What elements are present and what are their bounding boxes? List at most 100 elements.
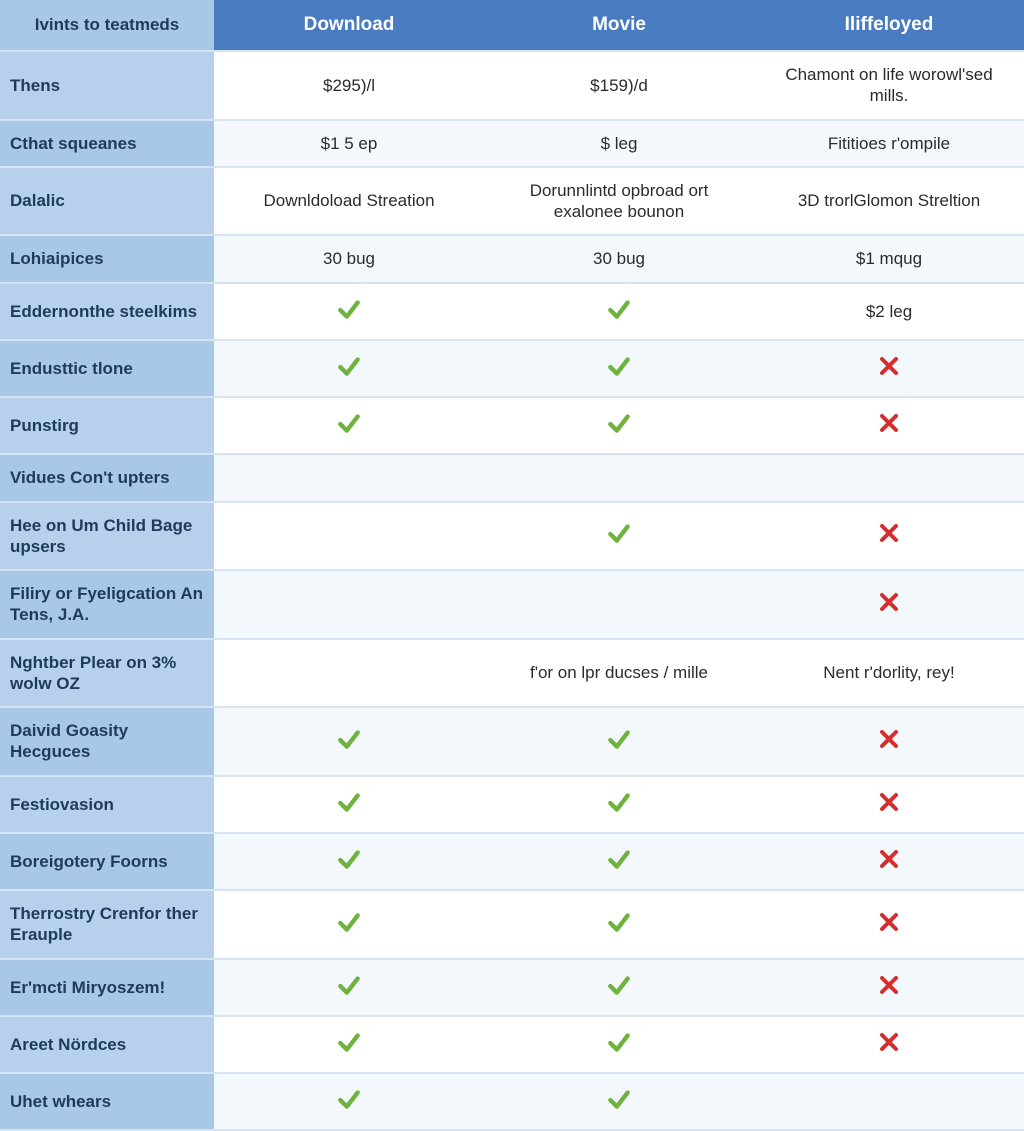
check-icon xyxy=(606,410,632,436)
comparison-table: Ivints to teatmedsDownloadMovieIliffeloy… xyxy=(0,0,1024,1131)
feature-label: Eddernonthe steelkims xyxy=(0,284,214,341)
cell-life xyxy=(754,341,1024,398)
cross-icon xyxy=(876,910,902,936)
cell-movie xyxy=(484,284,754,341)
table-row: Festiovasion xyxy=(0,777,1024,834)
table-row: Daivid Goasity Hecguces xyxy=(0,708,1024,777)
table-row: Therrostry Crenfor ther Erauple xyxy=(0,891,1024,960)
cell-movie xyxy=(484,777,754,834)
feature-label: Festiovasion xyxy=(0,777,214,834)
table-row: Endusttic tlone xyxy=(0,341,1024,398)
feature-label: Hee on Um Child Bage upsers xyxy=(0,503,214,572)
check-icon xyxy=(336,353,362,379)
table-row: DalalicDownldoload StreationDorunnlintd … xyxy=(0,168,1024,237)
cell-download xyxy=(214,1017,484,1074)
cell-movie xyxy=(484,834,754,891)
table-body: Thens$295)/l$159)/dChamont on life worow… xyxy=(0,52,1024,1131)
cell-download xyxy=(214,777,484,834)
header-plan-download: Download xyxy=(214,0,484,52)
cell-movie: 30 bug xyxy=(484,236,754,283)
cell-movie xyxy=(484,455,754,502)
check-icon xyxy=(606,353,632,379)
cell-movie xyxy=(484,891,754,960)
cell-life xyxy=(754,708,1024,777)
header-plan-movie: Movie xyxy=(484,0,754,52)
cell-life xyxy=(754,960,1024,1017)
cell-movie: $ leg xyxy=(484,121,754,168)
cell-download: $1 5 ep xyxy=(214,121,484,168)
check-icon xyxy=(336,1029,362,1055)
cell-life xyxy=(754,503,1024,572)
check-icon xyxy=(606,846,632,872)
table-row: Thens$295)/l$159)/dChamont on life worow… xyxy=(0,52,1024,121)
cell-movie: Dorunnlintd opbroad ort exalonee bounon xyxy=(484,168,754,237)
cell-download xyxy=(214,284,484,341)
cell-download xyxy=(214,891,484,960)
cell-life: 3D trorlGlomon Streltion xyxy=(754,168,1024,237)
feature-label: Dalalic xyxy=(0,168,214,237)
cell-download xyxy=(214,398,484,455)
feature-label: Areet Nördces xyxy=(0,1017,214,1074)
cell-download xyxy=(214,960,484,1017)
cell-download xyxy=(214,640,484,709)
cell-download xyxy=(214,834,484,891)
table-row: Vidues Con't upters xyxy=(0,455,1024,502)
cell-life xyxy=(754,455,1024,502)
cell-download xyxy=(214,503,484,572)
check-icon xyxy=(606,1086,632,1112)
header-plan-life: Iliffeloyed xyxy=(754,0,1024,52)
check-icon xyxy=(606,296,632,322)
cell-life xyxy=(754,398,1024,455)
feature-label: Vidues Con't upters xyxy=(0,455,214,502)
feature-label: Boreigotery Foorns xyxy=(0,834,214,891)
cell-life xyxy=(754,834,1024,891)
cell-download xyxy=(214,1074,484,1131)
check-icon xyxy=(336,1086,362,1112)
check-icon xyxy=(336,296,362,322)
table-row: Boreigotery Foorns xyxy=(0,834,1024,891)
cell-movie: $159)/d xyxy=(484,52,754,121)
cell-life xyxy=(754,571,1024,640)
cell-movie xyxy=(484,960,754,1017)
table-row: Areet Nördces xyxy=(0,1017,1024,1074)
table-row: Nghtber Plear on 3% wolw OZ f'or on lpr … xyxy=(0,640,1024,709)
cell-movie: f'or on lpr ducses / mille xyxy=(484,640,754,709)
cross-icon xyxy=(876,411,902,437)
check-icon xyxy=(606,909,632,935)
feature-label: Endusttic tlone xyxy=(0,341,214,398)
feature-label: Er'mcti Miryoszem! xyxy=(0,960,214,1017)
cell-download xyxy=(214,708,484,777)
cell-life: Fititioes r'ompile xyxy=(754,121,1024,168)
check-icon xyxy=(606,789,632,815)
feature-label: Cthat squeanes xyxy=(0,121,214,168)
check-icon xyxy=(336,972,362,998)
table-header: Ivints to teatmedsDownloadMovieIliffeloy… xyxy=(0,0,1024,52)
check-icon xyxy=(336,726,362,752)
cell-movie xyxy=(484,398,754,455)
feature-label: Thens xyxy=(0,52,214,121)
cell-movie xyxy=(484,571,754,640)
check-icon xyxy=(606,520,632,546)
cell-download: $295)/l xyxy=(214,52,484,121)
cell-life xyxy=(754,891,1024,960)
check-icon xyxy=(336,410,362,436)
check-icon xyxy=(606,1029,632,1055)
cell-download xyxy=(214,341,484,398)
cell-movie xyxy=(484,503,754,572)
table-row: Filiry or Fyeligcation An Tens, J.A. xyxy=(0,571,1024,640)
header-feature: Ivints to teatmeds xyxy=(0,0,214,52)
cross-icon xyxy=(876,590,902,616)
cross-icon xyxy=(876,790,902,816)
feature-label: Filiry or Fyeligcation An Tens, J.A. xyxy=(0,571,214,640)
check-icon xyxy=(336,789,362,815)
check-icon xyxy=(336,909,362,935)
check-icon xyxy=(606,972,632,998)
cross-icon xyxy=(876,1030,902,1056)
cell-download: Downldoload Streation xyxy=(214,168,484,237)
cell-life: Chamont on life worowl'sed mills. xyxy=(754,52,1024,121)
cell-life xyxy=(754,777,1024,834)
cell-movie xyxy=(484,1017,754,1074)
check-icon xyxy=(336,846,362,872)
cross-icon xyxy=(876,354,902,380)
cell-download: 30 bug xyxy=(214,236,484,283)
